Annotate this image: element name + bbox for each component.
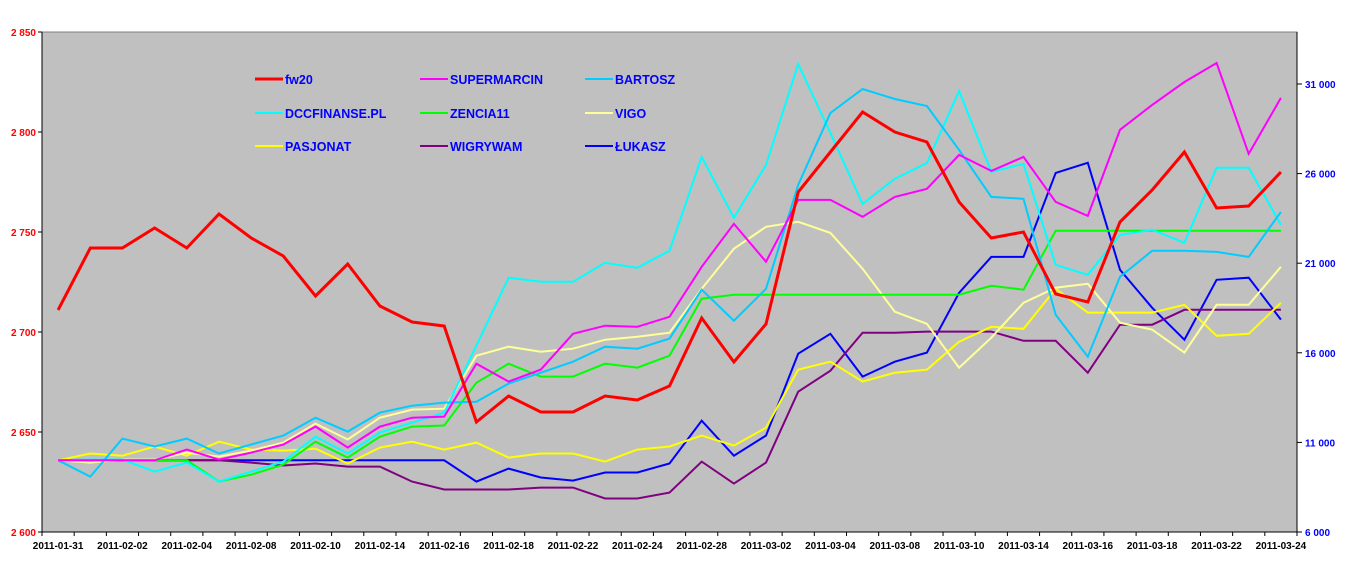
right-axis-tick-label: 6 000 (1305, 528, 1330, 539)
legend-label: PASJONAT (285, 140, 352, 154)
x-axis-tick-label: 2011-03-10 (934, 541, 985, 552)
right-axis-tick-label: 16 000 (1305, 349, 1336, 360)
series-line-fw20 (56, 110, 1282, 425)
x-axis-tick-label: 2011-02-08 (226, 541, 277, 552)
left-axis-tick-label: 2 750 (11, 228, 36, 239)
left-axis-tick-label: 2 700 (11, 328, 36, 339)
series-line-vigo (58, 220, 1282, 464)
x-axis-tick-label: 2011-03-04 (805, 541, 856, 552)
series-line-bartosz (57, 87, 1282, 478)
left-axis-tick-label: 2 800 (11, 128, 36, 139)
right-axis-tick-label: 21 000 (1305, 259, 1336, 270)
series-line-łukasz (58, 161, 1282, 483)
x-axis-tick-label: 2011-02-14 (355, 541, 406, 552)
x-axis-tick-label: 2011-02-24 (612, 541, 663, 552)
x-axis-tick-label: 2011-03-02 (741, 541, 792, 552)
series-line-wigrywam (58, 308, 1281, 500)
x-axis-tick-label: 2011-03-14 (998, 541, 1049, 552)
x-axis-tick-label: 2011-03-08 (869, 541, 920, 552)
x-axis-tick-label: 2011-03-24 (1256, 541, 1307, 552)
x-axis-tick-label: 2011-02-10 (290, 541, 341, 552)
legend-label: ZENCIA11 (450, 107, 510, 121)
right-axis-tick-label: 31 000 (1305, 80, 1336, 91)
right-axis-tick-label: 26 000 (1305, 170, 1336, 181)
x-axis-tick-label: 2011-03-18 (1127, 541, 1178, 552)
legend: fw20 SUPERMARCIN BARTOSZ DCCFINANSE.PL ZENCI… (255, 73, 676, 154)
legend-label: DCCFINANSE.PL (285, 107, 387, 121)
series-line-zencia11 (58, 229, 1281, 483)
legend-label: SUPERMARCIN (450, 73, 543, 87)
x-axis-tick-label: 2011-02-28 (676, 541, 727, 552)
left-axis-tick-label: 2 850 (11, 28, 36, 39)
x-axis-tick-label: 2011-01-31 (33, 541, 84, 552)
series-line-dccfinanse-pl (58, 61, 1282, 483)
legend-label: VIGO (615, 107, 647, 121)
x-axis-tick-label: 2011-02-04 (162, 541, 213, 552)
legend-label: ŁUKASZ (615, 140, 666, 154)
x-axis-tick-label: 2011-02-16 (419, 541, 470, 552)
x-axis-tick-label: 2011-03-16 (1063, 541, 1114, 552)
legend-label: WIGRYWAM (450, 140, 522, 154)
x-axis-tick-label: 2011-03-22 (1191, 541, 1242, 552)
x-axis-tick-label: 2011-02-22 (548, 541, 599, 552)
right-axis-tick-label: 11 000 (1305, 438, 1335, 449)
left-axis-tick-label: 2 650 (11, 428, 36, 439)
series-line-supermarcin (58, 61, 1282, 462)
legend-label: BARTOSZ (615, 73, 676, 87)
left-axis-tick-label: 2 600 (11, 528, 36, 539)
x-axis-tick-label: 2011-02-18 (483, 541, 534, 552)
legend-label: fw20 (285, 73, 313, 87)
x-axis-tick-label: 2011-02-02 (97, 541, 148, 552)
